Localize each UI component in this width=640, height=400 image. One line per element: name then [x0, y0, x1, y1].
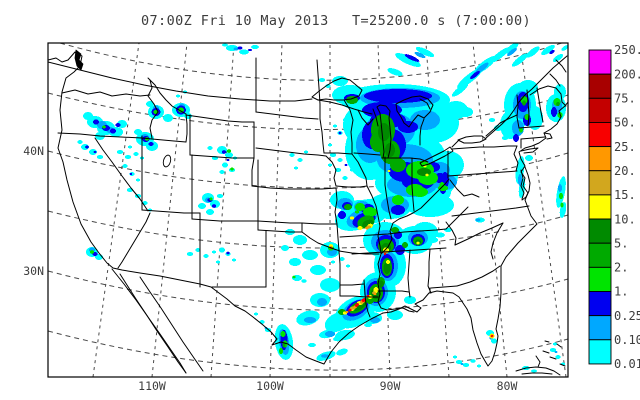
colorbar-level-label: 25.: [614, 140, 636, 154]
colorbar-swatch: [588, 146, 612, 172]
graticule-gridlines: [48, 43, 568, 377]
puget-sound-detail: [74, 49, 84, 71]
colorbar-swatch: [588, 291, 612, 317]
colorbar-swatch: [588, 121, 612, 148]
colorbar-swatch: [588, 242, 612, 268]
coastline-state-borders: [48, 49, 568, 376]
latitude-gridline: [48, 210, 568, 249]
colorbar-level-label: 75.: [614, 92, 636, 106]
colorbar-level-label: 200.: [614, 67, 640, 81]
colorbar-level-label: 0.25: [614, 309, 640, 323]
precip-intensity-layer: [90, 96, 564, 354]
colorbar-level-label: 2.: [614, 261, 628, 275]
colorbar-swatch: [588, 339, 612, 365]
colorbar-swatch: [588, 73, 612, 99]
colorbar-level-label: 0.10: [614, 333, 640, 347]
colorbar-swatch: [588, 266, 612, 292]
plot-title-timer: T=25200.0 s (7:00:00): [352, 13, 531, 29]
latitude-gridline: [48, 150, 568, 189]
colorbar-swatch: [588, 49, 612, 75]
longitude-axis-label: 80W: [497, 379, 518, 393]
precip-intensity-layer: [89, 47, 562, 366]
colorbar-level-label: 20.: [614, 164, 636, 178]
great-salt-lake: [162, 154, 172, 168]
latitude-gridline: [48, 92, 568, 130]
colorbar-level-label: 50.: [614, 116, 636, 130]
colorbar-level-label: 0.01: [614, 357, 640, 371]
latitude-axis-label: 30N: [23, 264, 44, 278]
map-frame: [47, 42, 569, 378]
colorbar-swatch: [588, 170, 612, 196]
longitude-axis-label: 90W: [380, 379, 401, 393]
longitude-axis-label: 100W: [256, 379, 284, 393]
colorbar-swatch: [588, 218, 612, 244]
longitude-gridline: [151, 43, 188, 377]
colorbar-level-label: 15.: [614, 188, 636, 202]
colorbar-legend: 250. 200. 75. 50. 25. 20. 15. 10. 5. 2. 1. 0.25 0.10…: [588, 43, 640, 371]
longitude-axis-label: 110W: [138, 379, 166, 393]
colorbar-level-label: 5.: [614, 236, 628, 250]
colorbar-swatch: [588, 315, 612, 341]
latitude-gridline: [48, 270, 568, 311]
colorbar-level-label: 1.: [614, 285, 628, 299]
colorbar-level-label: 10.: [614, 212, 636, 226]
latitude-axis-label: 40N: [23, 144, 44, 158]
axis-labels: 40N 30N 110W 100W 90W 80W: [23, 144, 517, 393]
colorbar-swatch: [588, 97, 612, 123]
longitude-gridline: [210, 43, 235, 377]
longitude-gridline: [92, 43, 140, 377]
colorbar-swatch: [588, 194, 612, 220]
latitude-gridline: [48, 330, 568, 371]
colorbar-level-label: 250.: [614, 43, 640, 57]
plot-title-datetime: 07:00Z Fri 10 May 2013: [141, 13, 329, 29]
